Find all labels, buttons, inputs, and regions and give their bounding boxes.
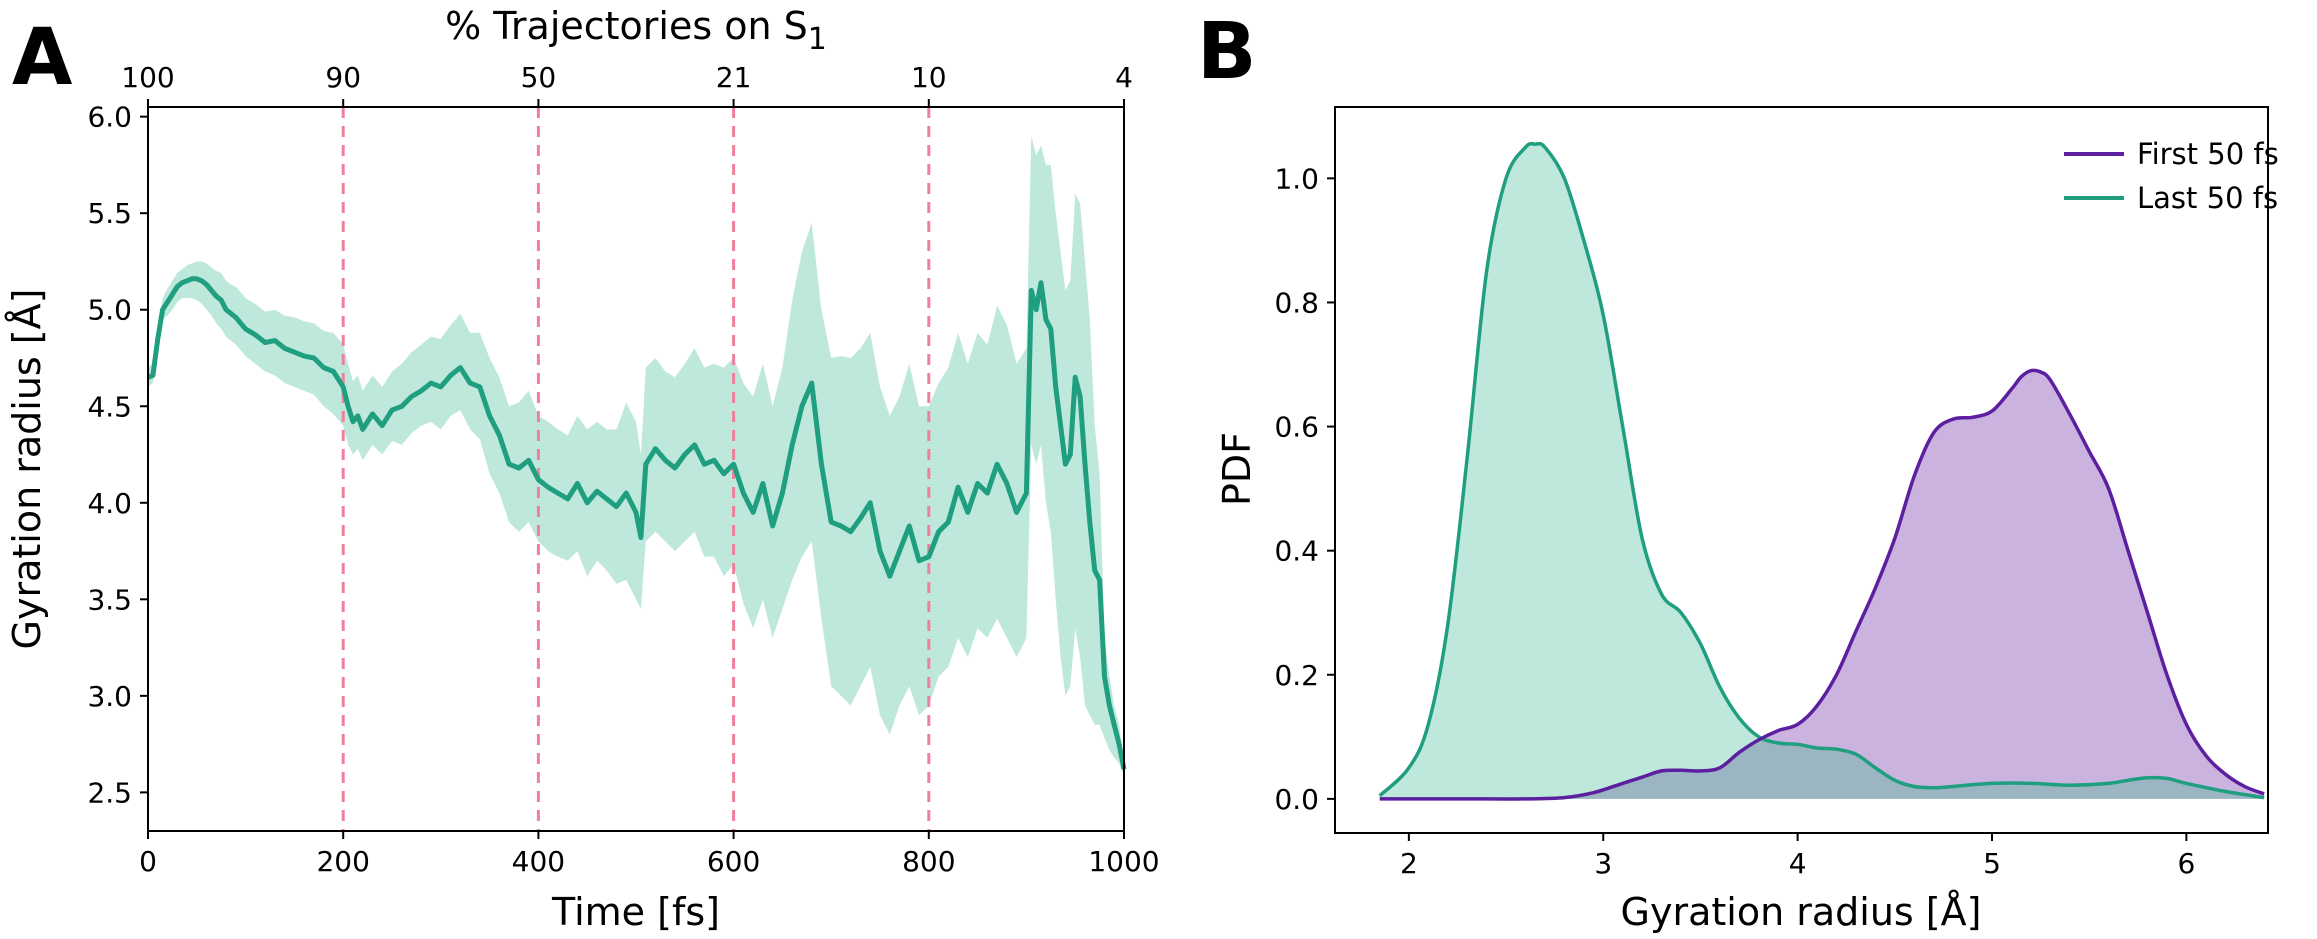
panel-a-mean-line (147, 276, 1127, 770)
panel-a-top-tick-label-4: 4 (1115, 61, 1133, 94)
area-first-50fs (1379, 370, 2265, 799)
line-first-50fs (1379, 368, 2265, 801)
panel-b-y-tick-label-0-2: 0.2 (1274, 659, 1319, 692)
panel-a-x-axis-title: Time [fs] (551, 890, 720, 934)
panel-a-plot-frame (147, 106, 1125, 832)
panel-a-y-axis-title: Gyration radius [Å] (5, 289, 49, 650)
panel-a-y-tick-label-5-0: 5.0 (87, 294, 132, 327)
panel-a-letter: A (12, 13, 72, 103)
panel-b-y-tick-label-0-0: 0.0 (1274, 783, 1319, 816)
panel-a-band-layer (148, 136, 1124, 777)
panel-a-x-tick-label-200: 200 (316, 845, 369, 878)
panel-b-letter: B (1197, 7, 1256, 97)
panel-a-x-tick-label-0: 0 (139, 845, 157, 878)
legend-label-last-50fs: Last 50 fs (2137, 181, 2278, 215)
panel-a-line-layer (147, 276, 1127, 770)
panel-b-y-axis-title: PDF (1215, 432, 1259, 506)
panel-a-top-tick-label-100: 100 (121, 61, 174, 94)
panel-a-top-tick-label-10: 10 (911, 61, 947, 94)
panel-a-x-tick-label-1000: 1000 (1088, 845, 1159, 878)
panel-b-y-tick-label-0-8: 0.8 (1274, 286, 1319, 319)
panel-a-top-axis: 100 90 50 21 10 4 (121, 61, 1133, 107)
panel-a-x-tick-label-600: 600 (707, 845, 760, 878)
panel-a-top-tick-label-50: 50 (521, 61, 557, 94)
panel-a-top-tick-label-21: 21 (716, 61, 752, 94)
panel-b-x-tick-label-2: 2 (1400, 847, 1418, 880)
panel-a-y-tick-label-3-0: 3.0 (87, 680, 132, 713)
panel-b-x-axis: 2 3 4 5 6 (1400, 833, 2195, 880)
panel-a-y-tick-label-5-5: 5.5 (87, 197, 132, 230)
panel-a-top-axis-title-subscript: 1 (808, 22, 827, 57)
panel-b-x-tick-label-3: 3 (1594, 847, 1612, 880)
panel-a-x-tick-label-800: 800 (902, 845, 955, 878)
panel-b-legend: First 50 fs Last 50 fs (2064, 137, 2279, 215)
panel-a-top-axis-title-main: % Trajectories on S (445, 4, 808, 48)
panel-b-plot-frame (1334, 106, 2269, 834)
panel-a-y-tick-label-2-5: 2.5 (87, 776, 132, 809)
panel-b-x-axis-title: Gyration radius [Å] (1621, 890, 1982, 934)
panel-a-y-tick-label-4-5: 4.5 (87, 390, 132, 423)
panel-a-y-tick-label-4-0: 4.0 (87, 487, 132, 520)
line-last-50fs (1378, 141, 2265, 800)
panel-a-x-tick-label-400: 400 (512, 845, 565, 878)
panel-a: A % Trajectories on S1 0 200 400 600 800 1000… (5, 4, 1160, 934)
legend-label-first-50fs: First 50 fs (2137, 137, 2279, 171)
panel-b-y-axis: 0.0 0.2 0.4 0.6 0.8 1.0 (1274, 162, 1335, 816)
panel-b-y-tick-label-0-4: 0.4 (1274, 535, 1319, 568)
panel-b-y-tick-label-0-6: 0.6 (1274, 411, 1319, 444)
panel-a-top-tick-label-90: 90 (325, 61, 361, 94)
panel-b-x-tick-label-6: 6 (2177, 847, 2195, 880)
panel-a-spread-band (148, 136, 1124, 777)
panel-a-x-axis: 0 200 400 600 800 1000 (139, 831, 1160, 878)
panel-b-y-tick-label-1-0: 1.0 (1274, 162, 1319, 195)
panel-b: B 2 3 4 5 6 0.0 0.2 0.4 0.6 0.8 1.0 Gyration radi… (1197, 7, 2279, 934)
panel-b-x-tick-label-5: 5 (1983, 847, 2001, 880)
panel-a-y-tick-label-6-0: 6.0 (87, 101, 132, 134)
panel-a-top-axis-title: % Trajectories on S1 (445, 4, 827, 57)
panel-b-area-layer (1378, 141, 2265, 801)
panel-b-x-tick-label-4: 4 (1789, 847, 1807, 880)
panel-a-y-tick-label-3-5: 3.5 (87, 583, 132, 616)
panel-a-y-axis: 2.5 3.0 3.5 4.0 4.5 5.0 5.5 6.0 (87, 101, 148, 809)
